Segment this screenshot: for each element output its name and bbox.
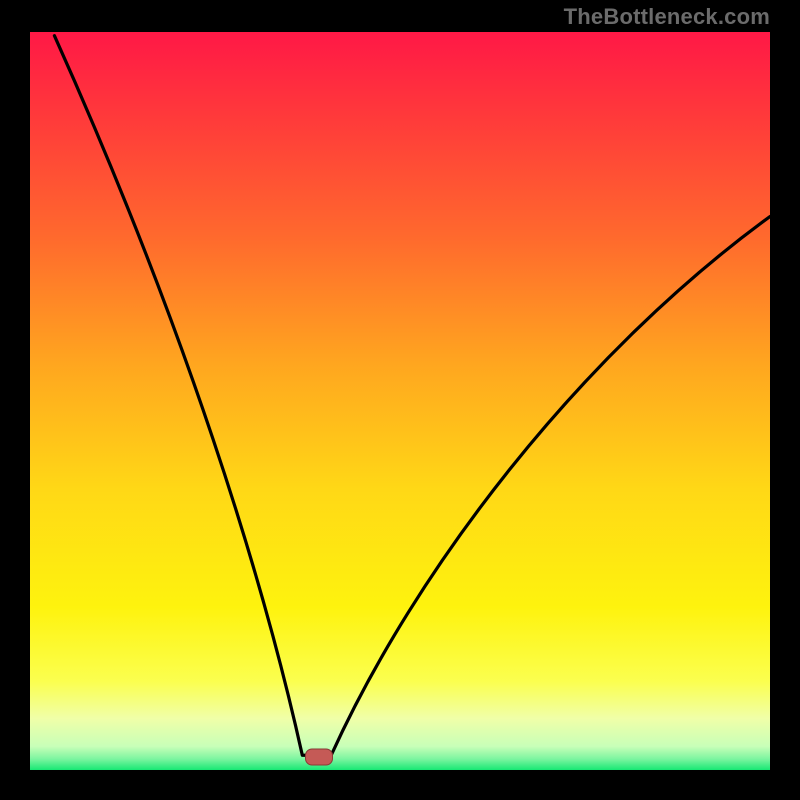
bottleneck-curve-path [54, 36, 770, 756]
optimum-marker [305, 748, 333, 765]
chart-stage: TheBottleneck.com [0, 0, 800, 800]
bottleneck-curve [30, 32, 770, 770]
chart-area [30, 32, 770, 770]
watermark-text: TheBottleneck.com [564, 4, 770, 30]
